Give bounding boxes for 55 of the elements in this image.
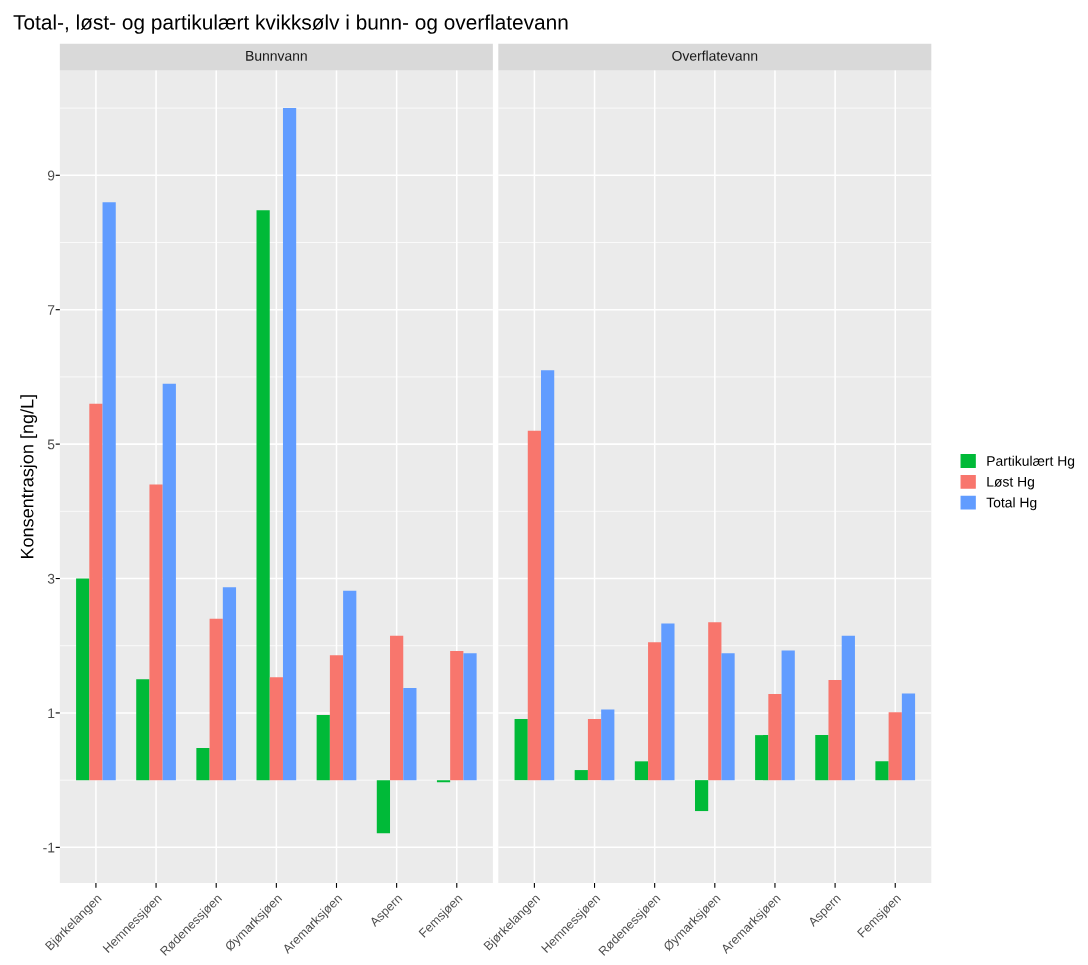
bar [390,635,404,781]
bar [888,712,902,781]
bar [901,693,916,781]
bar [527,430,541,781]
bar [136,679,150,781]
bar [541,370,555,781]
bar [875,761,889,781]
y-tick-label: -1 [43,842,55,853]
y-tick-label: 7 [47,305,55,315]
chart-subtitle: Bunnvann [246,51,307,61]
bar [209,618,223,781]
bar [634,761,649,781]
bar [661,623,675,781]
bar [343,590,357,781]
bar [708,622,722,781]
bar [721,653,735,781]
bar [196,747,210,781]
bar [450,651,464,781]
bar [587,718,602,781]
bar [329,655,344,781]
legend-label: Partikulært Hg [987,455,1075,469]
bar [648,642,662,781]
bar [463,653,477,781]
chart-title: Total-, løst- og partikulært kvikksølv i bunn- og overflatevann [13,14,568,34]
bar [601,709,615,781]
bar [694,780,709,812]
bar [316,714,330,781]
bar [574,770,588,781]
bar [256,210,270,781]
bar [815,735,829,781]
legend-label: Total Hg [986,497,1037,511]
bar [102,202,116,781]
y-tick-label: 1 [48,708,55,718]
bar [149,484,163,781]
bar [436,780,451,783]
y-tick-label: 5 [47,439,55,450]
bar [269,677,283,781]
bar [222,587,237,781]
bar [514,718,528,781]
bar [781,650,795,781]
bar [162,383,176,781]
bar [89,403,103,781]
legend-label: Løst Hg [987,476,1034,490]
bar [755,735,769,781]
bar [841,635,855,781]
bar [76,578,90,781]
bar [403,688,417,781]
y-tick-label: 9 [47,170,55,181]
bar [768,694,782,781]
bar [376,780,391,834]
chart-subtitle: Overflatevann [672,50,758,61]
y-tick-label: 3 [47,573,55,584]
y-axis-title: Konsentrasjon [ng/L] [20,395,38,559]
bar [282,108,297,781]
bar [828,680,842,781]
